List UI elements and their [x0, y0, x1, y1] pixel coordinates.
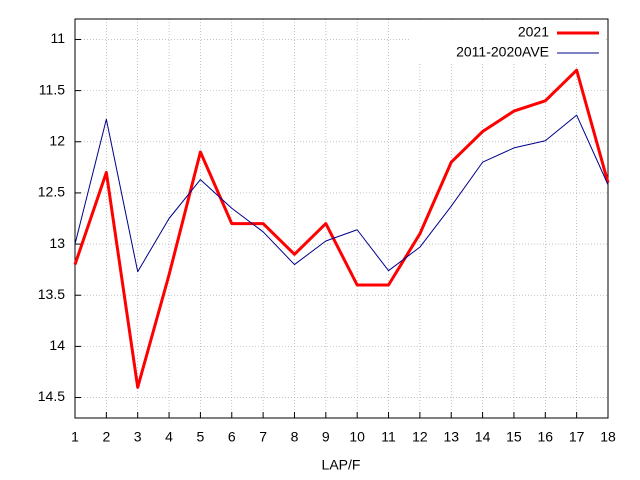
- x-axis-label: LAP/F: [322, 457, 361, 473]
- x-tick-label: 3: [134, 429, 142, 445]
- plot-frame: [74, 18, 609, 419]
- y-tick-label: 11.5: [39, 81, 65, 97]
- x-tick-label: 9: [322, 429, 330, 445]
- series-line: [74, 114, 609, 273]
- x-tick-label: 5: [197, 429, 205, 445]
- legend-label: 2021: [518, 24, 549, 40]
- x-tick-label: 11: [381, 429, 396, 445]
- x-tick-label: 17: [569, 429, 585, 445]
- y-tick-label: 13: [49, 235, 65, 251]
- legend-box: [409, 22, 604, 64]
- x-tick-label: 4: [165, 429, 173, 445]
- y-tick-label: 14: [49, 337, 65, 353]
- x-tick-label: 12: [412, 429, 428, 445]
- x-tick-label: 2: [102, 429, 110, 445]
- x-tick-label: 1: [71, 429, 79, 445]
- legend-label: 2011-2020AVE: [456, 44, 549, 60]
- x-tick-label: 18: [600, 429, 616, 445]
- y-tick-label: 13.5: [38, 286, 65, 302]
- y-tick-label: 12.5: [38, 184, 65, 200]
- x-tick-label: 15: [506, 429, 522, 445]
- y-tick-label: 11: [50, 30, 65, 46]
- x-tick-label: 8: [291, 429, 299, 445]
- x-tick-label: 10: [349, 429, 365, 445]
- x-tick-label: 7: [259, 429, 267, 445]
- x-tick-label: 13: [443, 429, 459, 445]
- y-tick-label: 14.5: [38, 388, 65, 404]
- x-tick-label: 16: [538, 429, 554, 445]
- x-tick-label: 6: [228, 429, 236, 445]
- series-line: [73, 68, 610, 389]
- y-tick-label: 12: [49, 132, 65, 148]
- x-tick-label: 14: [475, 429, 491, 445]
